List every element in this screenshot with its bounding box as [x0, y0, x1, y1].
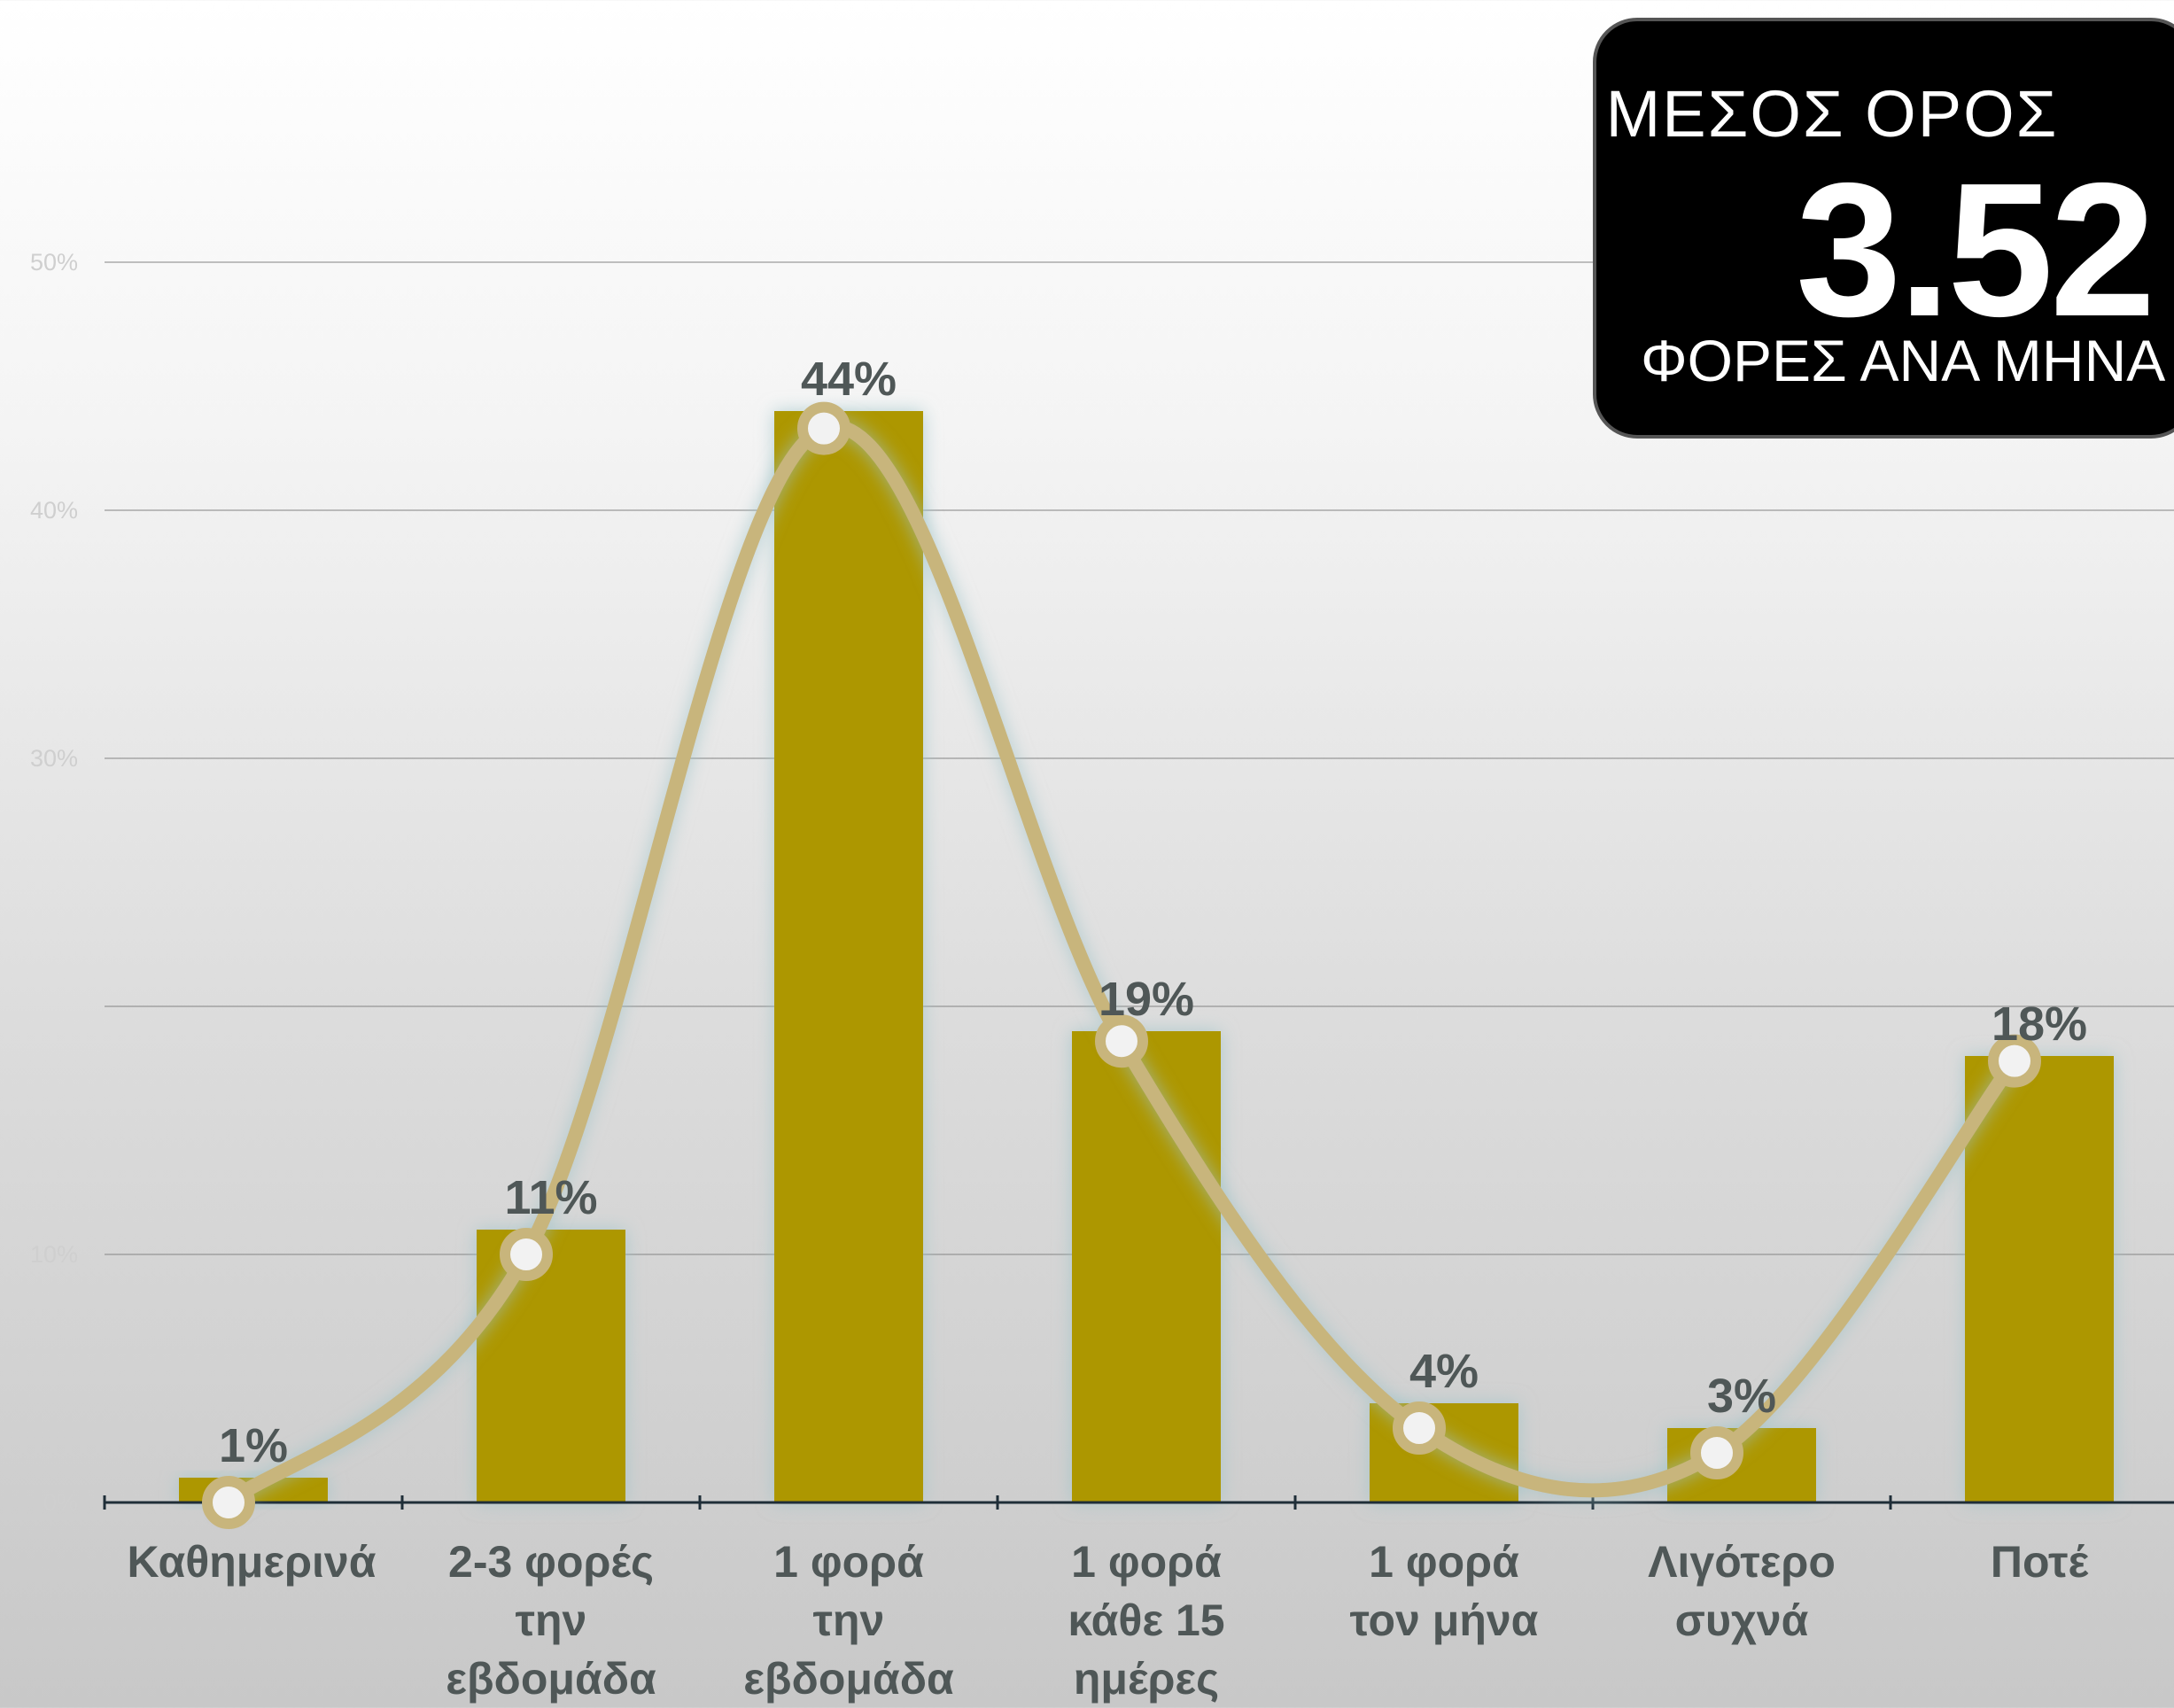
data-label: 19% — [1099, 973, 1194, 1026]
category-label: 1 φορά κάθε 15 ημέρες — [1068, 1537, 1224, 1704]
category-label-line: Λιγότερο — [1648, 1537, 1836, 1587]
bar — [1370, 1403, 1518, 1502]
category-label-line: 2-3 φορές — [448, 1537, 654, 1587]
y-tick-label: 10% — [30, 1241, 78, 1268]
data-label: 4% — [1409, 1345, 1479, 1398]
category-label-line: κάθε 15 — [1068, 1595, 1224, 1645]
category-label: 1 φορά την εβδομάδα — [743, 1537, 954, 1704]
line-point — [1095, 1014, 1148, 1068]
category-label: 1 φορά τον μήνα — [1350, 1537, 1539, 1645]
data-label: 3% — [1707, 1370, 1776, 1423]
line-point — [202, 1476, 255, 1529]
y-tick-label: 40% — [30, 497, 78, 524]
y-tick-label: 50% — [30, 249, 78, 276]
bar — [774, 411, 923, 1502]
category-label-line: συχνά — [1675, 1595, 1809, 1645]
data-label: 11% — [504, 1171, 597, 1224]
average-box-value: 3.52 — [1796, 143, 2155, 356]
category-label-line: 1 φορά — [1369, 1537, 1519, 1587]
line-point — [1690, 1426, 1743, 1479]
average-box-subtitle: ΦΟΡΕΣ ΑΝΑ ΜΗΝΑ — [1641, 328, 2166, 393]
category-label: Λιγότερο συχνά — [1648, 1537, 1836, 1645]
category-label-line: εβδομάδα — [743, 1654, 954, 1704]
category-label: 2-3 φορές την εβδομάδα — [446, 1537, 656, 1704]
category-label-line: την — [516, 1595, 587, 1645]
category-label-line: 1 φορά — [1071, 1537, 1222, 1587]
y-tick-label: 0% — [43, 1489, 78, 1516]
bar — [1965, 1056, 2114, 1502]
line-point — [797, 401, 850, 455]
average-box: ΜΕΣΟΣ ΟΡΟΣ 3.52 ΦΟΡΕΣ ΑΝΑ ΜΗΝΑ — [1593, 18, 2174, 439]
bar — [1072, 1031, 1221, 1502]
y-tick-label: 30% — [30, 745, 78, 772]
bar — [477, 1230, 625, 1502]
category-label: Καθημερινά — [128, 1537, 377, 1587]
line-point — [500, 1228, 553, 1281]
category-label-line: την — [813, 1595, 885, 1645]
data-label: 18% — [1992, 998, 2087, 1051]
category-label-line: 1 φορά — [773, 1537, 924, 1587]
category-label: Ποτέ — [1991, 1537, 2089, 1587]
category-label-line: Ποτέ — [1991, 1537, 2089, 1587]
category-label-line: ημέρες — [1074, 1654, 1219, 1704]
average-box-title: ΜΕΣΟΣ ΟΡΟΣ — [1605, 77, 2059, 151]
line-point — [1393, 1401, 1446, 1455]
category-label-line: εβδομάδα — [446, 1654, 656, 1704]
data-label: 44% — [801, 353, 897, 406]
category-label-line: τον μήνα — [1350, 1595, 1539, 1645]
data-label: 1% — [219, 1419, 288, 1472]
category-label-line: Καθημερινά — [128, 1537, 377, 1587]
line-point — [1988, 1034, 2041, 1088]
